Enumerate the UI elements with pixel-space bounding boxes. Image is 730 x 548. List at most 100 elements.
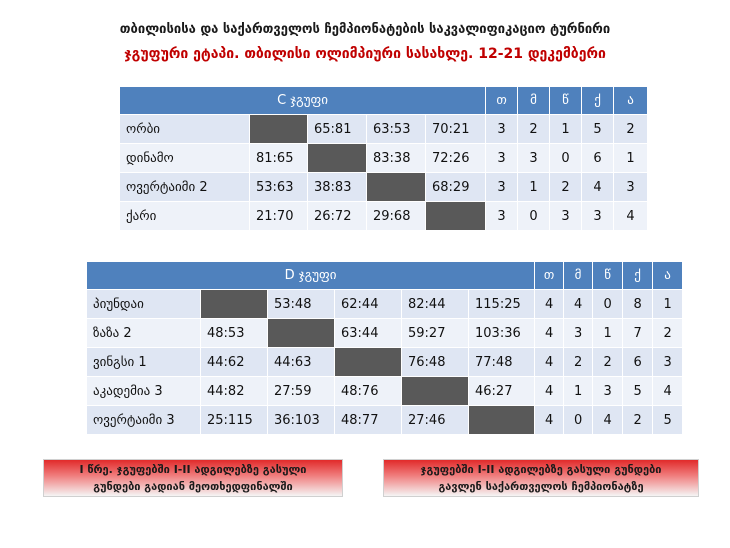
quarterfinal-note-line2: გუნდები გადიან მეოთხედფინალში (93, 480, 293, 493)
stat-header-losses: წ (592, 261, 624, 290)
result-cell: 59:27 (401, 318, 469, 348)
table-row: ორბი 65:81 63:53 70:21 3 2 1 5 2 (119, 114, 649, 144)
result-cell: 27:59 (267, 376, 335, 406)
result-cell: 81:65 (249, 143, 308, 173)
stat-cell: 3 (485, 201, 519, 231)
stat-cell: 4 (652, 376, 684, 406)
result-cell: 29:68 (366, 201, 426, 231)
stat-cell: 5 (652, 405, 684, 435)
result-cell: 62:44 (334, 289, 402, 319)
stat-cell: 1 (563, 376, 594, 406)
diagonal-cell (467, 405, 536, 435)
stat-cell: 6 (622, 347, 654, 377)
result-cell: 82:44 (401, 289, 469, 319)
stat-cell: 1 (549, 114, 583, 144)
group-c-table: C ჯგუფი თ მ წ ქ ა ორბი 65:81 63:53 70:21… (118, 86, 649, 231)
result-cell: 72:26 (424, 143, 487, 173)
stat-cell: 3 (652, 347, 684, 377)
result-cell: 44:62 (200, 347, 268, 377)
result-cell: 48:53 (200, 318, 268, 348)
team-name: ოვერტაიმი 2 (119, 172, 250, 202)
stat-header-points: ქ (622, 261, 654, 290)
group-c-header-row: C ჯგუფი თ მ წ ქ ა (118, 86, 649, 115)
result-cell: 65:81 (307, 114, 367, 144)
stat-cell: 1 (517, 172, 551, 202)
result-cell: 76:48 (401, 347, 469, 377)
diagonal-cell (200, 289, 268, 319)
team-name: ზაზა 2 (86, 318, 201, 348)
result-cell: 103:36 (467, 318, 536, 348)
stat-cell: 3 (592, 376, 624, 406)
group-c-name: C ჯგუფი (118, 86, 487, 115)
result-cell: 68:29 (424, 172, 487, 202)
stat-cell: 3 (517, 143, 551, 173)
stat-header-losses: წ (549, 86, 583, 115)
result-cell: 83:38 (366, 143, 426, 173)
tournament-subtitle: ჯგუფური ეტაპი. თბილისი ოლიმპიური სასახლე… (124, 46, 606, 62)
stat-cell: 2 (652, 318, 684, 348)
stat-header-place: ა (652, 261, 684, 290)
result-cell: 36:103 (267, 405, 335, 435)
stat-header-games: თ (534, 261, 565, 290)
result-cell: 21:70 (249, 201, 308, 231)
championship-note: ჯგუფებში I-II ადგილებზე გასული გუნდები გ… (383, 459, 699, 497)
stat-cell: 4 (534, 318, 565, 348)
table-row: აკადემია 3 44:82 27:59 48:76 46:27 4 1 3… (86, 376, 684, 406)
team-name: ვინგსი 1 (86, 347, 201, 377)
stat-cell: 8 (622, 289, 654, 319)
championship-note-line2: გავლენ საქართველოს ჩემპიონატზე (438, 480, 644, 493)
stat-cell: 4 (534, 289, 565, 319)
stat-header-wins: მ (563, 261, 594, 290)
group-d-name: D ჯგუფი (85, 261, 536, 290)
result-cell: 77:48 (467, 347, 536, 377)
stat-cell: 3 (581, 201, 615, 231)
stat-cell: 3 (485, 172, 519, 202)
stat-cell: 6 (581, 143, 615, 173)
result-cell: 25:115 (200, 405, 268, 435)
table-row: დინამო 81:65 83:38 72:26 3 3 0 6 1 (119, 143, 649, 173)
stat-cell: 3 (549, 201, 583, 231)
diagonal-cell (267, 318, 335, 348)
stat-cell: 0 (592, 289, 624, 319)
table-row: პიუნდაი 53:48 62:44 82:44 115:25 4 4 0 8… (86, 289, 684, 319)
diagonal-cell (401, 376, 469, 406)
table-row: ოვერტაიმი 2 53:63 38:83 68:29 3 1 2 4 3 (119, 172, 649, 202)
team-name: აკადემია 3 (86, 376, 201, 406)
team-name: ოვერტაიმი 3 (86, 405, 201, 435)
stat-cell: 4 (581, 172, 615, 202)
table-row: ზაზა 2 48:53 63:44 59:27 103:36 4 3 1 7 … (86, 318, 684, 348)
result-cell: 53:48 (267, 289, 335, 319)
stat-cell: 1 (613, 143, 649, 173)
diagonal-cell (307, 143, 367, 173)
stat-cell: 3 (485, 143, 519, 173)
stat-cell: 1 (652, 289, 684, 319)
stat-cell: 0 (549, 143, 583, 173)
stat-cell: 2 (592, 347, 624, 377)
stat-cell: 3 (485, 114, 519, 144)
stat-cell: 3 (613, 172, 649, 202)
result-cell: 46:27 (467, 376, 536, 406)
diagonal-cell (366, 172, 426, 202)
quarterfinal-note: I წრე. ჯგუფებში I-II ადგილებზე გასული გუ… (43, 459, 343, 497)
stat-cell: 2 (517, 114, 551, 144)
table-row: ოვერტაიმი 3 25:115 36:103 48:77 27:46 4 … (86, 405, 684, 435)
table-row: ვინგსი 1 44:62 44:63 76:48 77:48 4 2 2 6… (86, 347, 684, 377)
stat-cell: 2 (549, 172, 583, 202)
result-cell: 27:46 (401, 405, 469, 435)
result-cell: 44:82 (200, 376, 268, 406)
team-name: პიუნდაი (86, 289, 201, 319)
stat-cell: 1 (592, 318, 624, 348)
stat-header-place: ა (613, 86, 649, 115)
diagonal-cell (249, 114, 308, 144)
stat-cell: 3 (563, 318, 594, 348)
stat-cell: 4 (613, 201, 649, 231)
stat-cell: 0 (563, 405, 594, 435)
stat-cell: 5 (581, 114, 615, 144)
result-cell: 115:25 (467, 289, 536, 319)
stat-cell: 4 (534, 347, 565, 377)
stat-cell: 4 (534, 376, 565, 406)
group-d-table: D ჯგუფი თ მ წ ქ ა პიუნდაი 53:48 62:44 82… (85, 261, 684, 435)
diagonal-cell (334, 347, 402, 377)
table-row: ქარი 21:70 26:72 29:68 3 0 3 3 4 (119, 201, 649, 231)
championship-note-line1: ჯგუფებში I-II ადგილებზე გასული გუნდები (420, 463, 662, 476)
